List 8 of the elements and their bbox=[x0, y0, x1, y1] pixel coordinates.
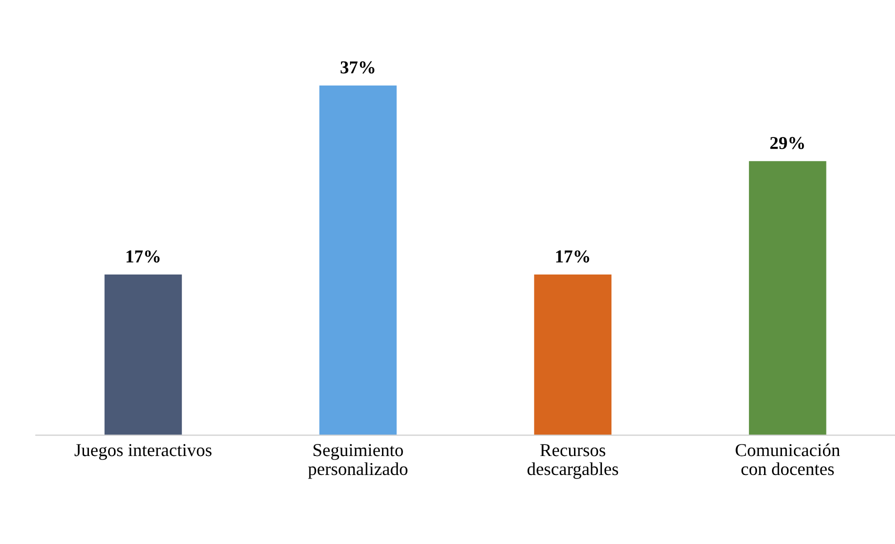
data-label: 17% bbox=[126, 250, 160, 263]
data-label: 17% bbox=[556, 250, 590, 263]
x-tick-label: Recursos descargables bbox=[527, 444, 618, 479]
data-label: 29% bbox=[770, 136, 804, 150]
x-tick-label: Juegos interactivos bbox=[74, 444, 212, 460]
x-tick-label: Seguimiento personalizado bbox=[308, 444, 408, 479]
data-label: 37% bbox=[340, 61, 374, 74]
x-tick-label: Comunicación con docentes bbox=[736, 444, 840, 476]
